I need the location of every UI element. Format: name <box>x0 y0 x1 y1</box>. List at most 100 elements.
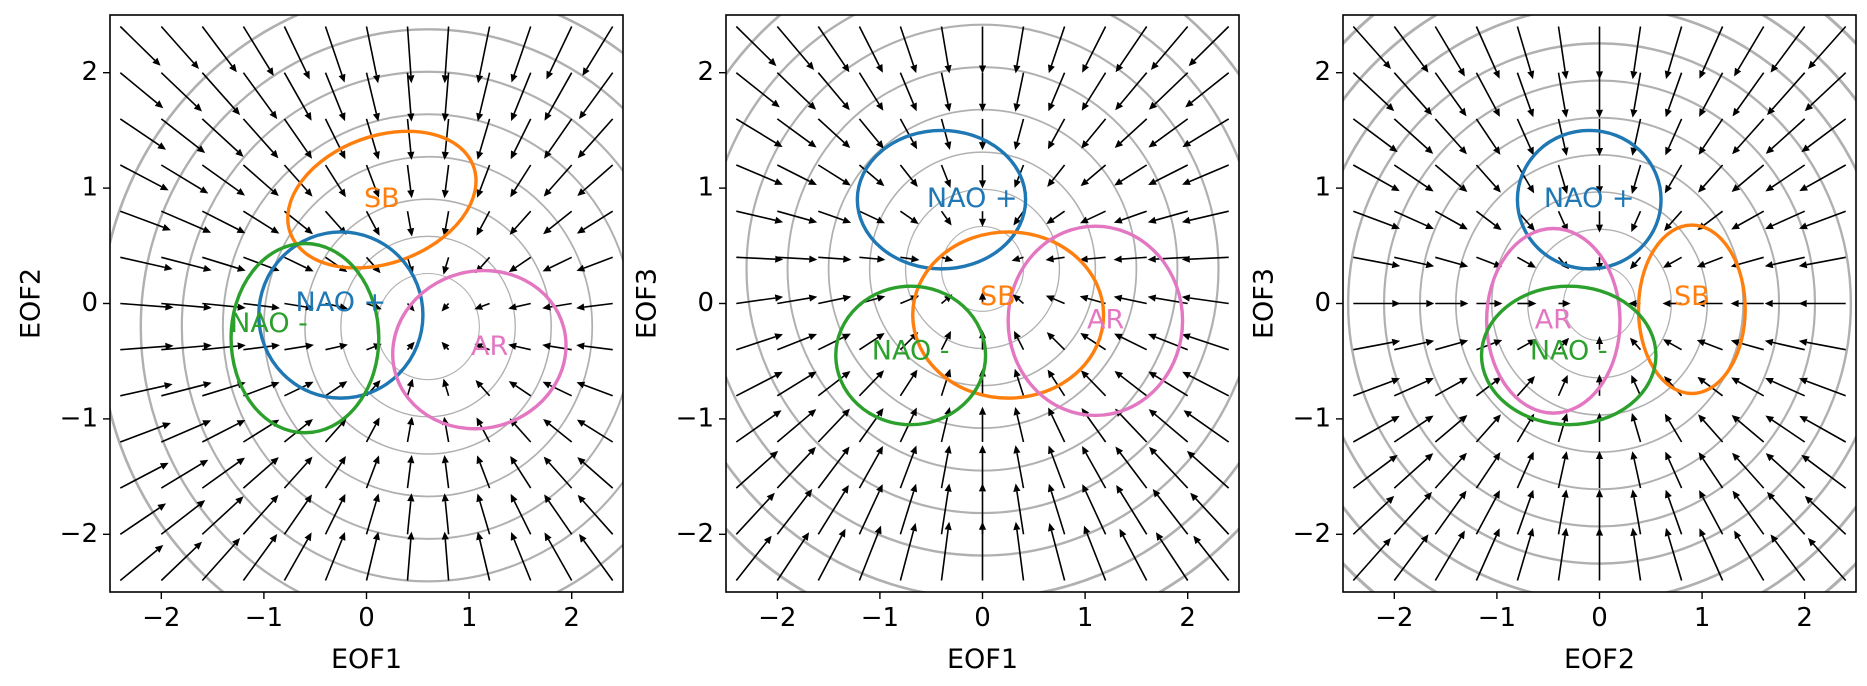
vector-arrow-head <box>476 112 484 122</box>
vector-arrow <box>515 256 532 269</box>
vector-arrow-head <box>1696 339 1706 347</box>
regime-label: NAO - <box>230 308 308 339</box>
vector-arrow <box>120 425 164 443</box>
vector-arrow <box>858 452 880 489</box>
vector-arrow <box>201 461 239 489</box>
vector-arrow-head <box>1425 338 1435 346</box>
regime-ellipse <box>229 241 381 435</box>
vector-arrow <box>1810 500 1847 535</box>
vector-arrow-head <box>338 73 346 83</box>
vector-arrow-head <box>1420 64 1429 73</box>
vector-arrow <box>479 210 491 230</box>
vector-arrow-head <box>1527 339 1536 347</box>
vector-arrow-head <box>1799 184 1808 192</box>
vector-arrow <box>160 546 197 582</box>
vector-arrow <box>515 384 532 397</box>
vector-arrow-head <box>769 450 779 459</box>
vector-arrow-head <box>1698 452 1706 461</box>
vector-arrow <box>1434 210 1462 227</box>
vector-arrow-head <box>1013 103 1021 112</box>
vector-arrow-head <box>476 227 484 236</box>
vector-arrow-head <box>774 178 783 185</box>
vector-arrow <box>1393 497 1428 535</box>
vector-arrow-head <box>808 371 817 379</box>
vector-arrow <box>1434 164 1462 188</box>
vector-arrow-head <box>237 264 246 272</box>
vector-arrow-head <box>1699 70 1706 79</box>
vector-arrow <box>1772 256 1805 266</box>
vector-arrow <box>776 164 811 183</box>
vector-arrow <box>1771 210 1806 227</box>
vector-arrow <box>858 26 880 66</box>
vector-arrow-head <box>1181 294 1191 302</box>
vector-arrow <box>406 72 412 114</box>
vector-arrow-head <box>237 303 246 311</box>
vector-arrow <box>1516 458 1532 489</box>
vector-arrow-head <box>1148 371 1157 379</box>
vector-arrow <box>120 302 166 308</box>
vector-arrow <box>1154 375 1189 397</box>
vector-arrow-head <box>1080 370 1090 379</box>
vector-arrow-head <box>978 406 987 415</box>
vector-arrow-head <box>476 531 484 541</box>
vector-arrow <box>1702 419 1724 443</box>
vector-arrow-head <box>304 112 312 121</box>
vector-arrow <box>583 72 614 114</box>
vector-arrow-head <box>841 63 850 73</box>
vector-arrow-head <box>1193 535 1202 545</box>
vector-arrow <box>243 384 273 397</box>
vector-arrow <box>478 539 491 581</box>
vector-arrow-head <box>1385 495 1395 504</box>
vector-arrow <box>283 72 309 115</box>
vector-arrow-head <box>1181 255 1190 263</box>
vector-arrow <box>1156 494 1189 535</box>
vector-arrow <box>1475 535 1498 581</box>
regime-label: SB <box>364 183 400 214</box>
vector-arrow <box>1516 26 1532 72</box>
vector-arrow <box>736 336 776 351</box>
vector-arrow-head <box>1048 407 1055 417</box>
vector-arrow-head <box>944 64 952 74</box>
vector-arrow-head <box>196 145 206 153</box>
vector-arrow <box>1018 298 1025 305</box>
vector-arrow-head <box>842 178 851 186</box>
vector-arrow-head <box>582 67 590 76</box>
vector-arrow <box>1393 419 1428 443</box>
y-tick-label: −2 <box>1293 519 1331 549</box>
regime-ellipse <box>391 268 568 431</box>
vector-arrow <box>1016 529 1025 581</box>
vector-arrow <box>444 26 450 76</box>
vector-arrow <box>325 384 342 397</box>
vector-arrow-head <box>1013 64 1021 74</box>
vector-arrow <box>940 452 949 489</box>
vector-arrow-head <box>766 492 775 502</box>
vector-arrow-head <box>1698 184 1707 193</box>
vector-arrow-head <box>1527 108 1534 118</box>
vector-arrow <box>1120 164 1148 182</box>
vector-arrow-head <box>978 445 987 454</box>
vector-arrow <box>736 256 776 260</box>
vector-arrow-head <box>406 341 415 350</box>
vector-arrow-head <box>1808 538 1816 547</box>
vector-arrow <box>365 26 378 76</box>
vector-arrow <box>1667 26 1683 72</box>
vector-arrow-head <box>271 303 280 311</box>
vector-arrow-head <box>1630 413 1638 422</box>
vector-arrow <box>515 302 531 308</box>
vector-arrow-head <box>1731 184 1741 192</box>
vector-arrow <box>1736 118 1765 149</box>
vector-arrow-head <box>196 500 206 508</box>
vector-arrow-head <box>338 188 346 198</box>
vector-arrow <box>1771 118 1806 150</box>
vector-arrow-head <box>944 330 951 340</box>
vector-arrow <box>1667 72 1683 111</box>
vector-arrow <box>1122 535 1148 581</box>
vector-arrow <box>1085 375 1107 397</box>
vector-arrow-head <box>1663 339 1672 347</box>
vector-arrow <box>736 297 776 305</box>
vector-arrow <box>119 118 160 146</box>
vector-arrow-head <box>807 446 816 456</box>
vector-arrow <box>940 210 948 220</box>
vector-arrow <box>1667 496 1683 535</box>
